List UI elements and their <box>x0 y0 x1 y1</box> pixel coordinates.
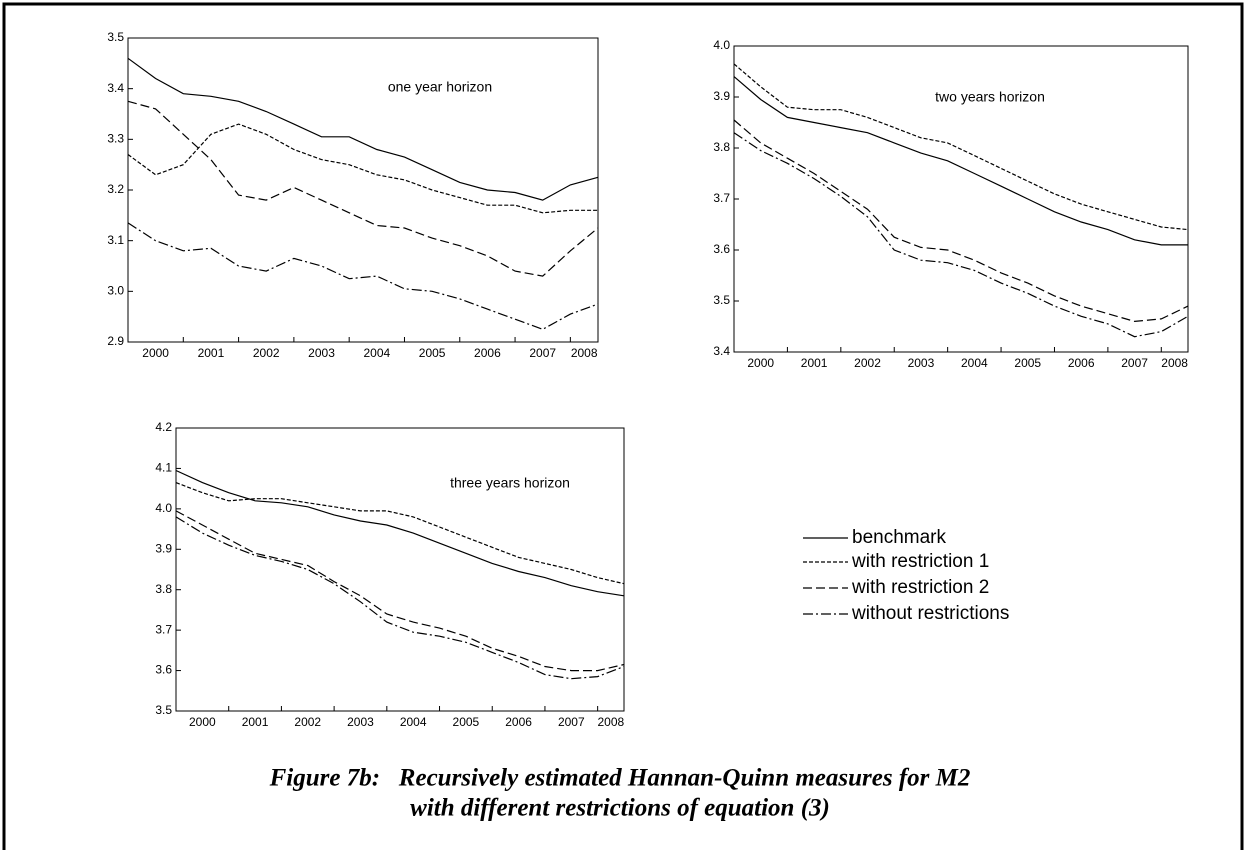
x-tick-label: 2003 <box>308 346 335 360</box>
y-tick-label: 4.0 <box>155 501 172 515</box>
series-line <box>127 100 599 277</box>
x-tick-label: 2002 <box>294 715 321 729</box>
x-tick-label: 2002 <box>854 356 881 370</box>
annotation: three years horizon <box>450 475 570 491</box>
x-tick-label: 2007 <box>529 346 556 360</box>
x-tick-label: 2003 <box>347 715 374 729</box>
x-tick-label: 2007 <box>1121 356 1148 370</box>
series-line <box>127 123 598 214</box>
annotation: two years horizon <box>935 89 1045 105</box>
series-line <box>175 516 625 680</box>
y-tick-label: 3.6 <box>713 242 730 256</box>
x-tick-label: 2005 <box>453 715 480 729</box>
x-tick-label: 2003 <box>908 356 935 370</box>
x-tick-label: 2002 <box>253 346 280 360</box>
y-tick-label: 3.0 <box>107 284 124 298</box>
x-tick-label: 2008 <box>597 715 624 729</box>
y-tick-label: 3.4 <box>713 344 730 358</box>
y-tick-label: 3.9 <box>155 541 172 555</box>
series-line <box>127 57 599 201</box>
y-tick-label: 3.8 <box>713 140 730 154</box>
y-tick-label: 4.0 <box>713 38 730 52</box>
y-tick-label: 3.9 <box>713 89 730 103</box>
x-tick-label: 2006 <box>1068 356 1095 370</box>
series-line <box>175 510 625 672</box>
legend-label: with restriction 2 <box>851 577 989 598</box>
series-line <box>175 482 625 585</box>
y-tick-label: 3.5 <box>155 703 172 717</box>
x-tick-label: 2004 <box>400 715 427 729</box>
x-tick-label: 2006 <box>505 715 532 729</box>
series-line <box>127 222 599 330</box>
series-line <box>175 469 625 597</box>
plot-frame <box>175 427 625 712</box>
y-tick-label: 3.2 <box>107 182 124 196</box>
x-tick-label: 2006 <box>474 346 501 360</box>
x-tick-label: 2001 <box>198 346 225 360</box>
y-tick-label: 3.3 <box>107 132 124 146</box>
y-tick-label: 3.4 <box>107 81 124 95</box>
x-tick-label: 2008 <box>571 346 598 360</box>
x-tick-label: 2008 <box>1161 356 1188 370</box>
y-tick-label: 2.9 <box>107 334 124 348</box>
legend-label: with restriction 1 <box>851 551 989 572</box>
y-tick-label: 3.7 <box>713 191 730 205</box>
annotation: one year horizon <box>388 79 492 95</box>
x-tick-label: 2000 <box>189 715 216 729</box>
series-line <box>733 63 1189 231</box>
legend-label: benchmark <box>852 527 946 548</box>
caption-line: Figure 7b: Recursively estimated Hannan-… <box>269 765 971 792</box>
series-line <box>733 119 1189 323</box>
x-tick-label: 2005 <box>419 346 446 360</box>
x-tick-label: 2004 <box>363 346 390 360</box>
x-tick-label: 2004 <box>961 356 988 370</box>
x-tick-label: 2001 <box>801 356 828 370</box>
y-tick-label: 3.5 <box>107 30 124 44</box>
x-tick-label: 2000 <box>142 346 169 360</box>
plot-frame <box>127 37 599 343</box>
x-tick-label: 2000 <box>747 356 774 370</box>
series-line <box>733 76 1188 246</box>
caption-line: with different restrictions of equation … <box>410 795 830 822</box>
y-tick-label: 3.1 <box>107 233 124 247</box>
y-tick-label: 3.7 <box>155 622 172 636</box>
legend-label: without restrictions <box>851 603 1009 624</box>
y-tick-label: 3.8 <box>155 582 172 596</box>
y-tick-label: 4.2 <box>155 420 172 434</box>
x-tick-label: 2007 <box>558 715 585 729</box>
y-tick-label: 3.6 <box>155 663 172 677</box>
x-tick-label: 2001 <box>242 715 269 729</box>
x-tick-label: 2005 <box>1014 356 1041 370</box>
y-tick-label: 3.5 <box>713 293 730 307</box>
y-tick-label: 4.1 <box>155 461 172 475</box>
series-line <box>733 132 1189 338</box>
